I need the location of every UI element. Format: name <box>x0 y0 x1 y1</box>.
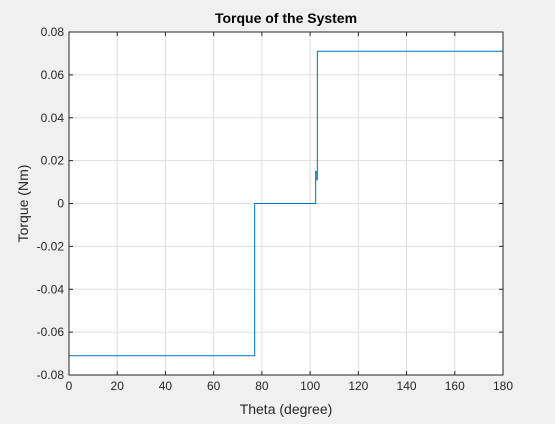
x-tick-label: 120 <box>348 379 368 393</box>
y-tick-label: -0.04 <box>37 282 65 296</box>
x-tick-label: 180 <box>493 379 513 393</box>
x-axis-label: Theta (degree) <box>240 401 333 417</box>
y-tick-label: 0 <box>57 197 64 211</box>
y-tick-label: 0.08 <box>41 25 65 39</box>
x-tick-label: 20 <box>111 379 125 393</box>
x-tick-label: 160 <box>445 379 465 393</box>
x-tick-label: 60 <box>207 379 221 393</box>
y-tick-label: 0.04 <box>41 111 65 125</box>
chart-title: Torque of the System <box>215 10 357 26</box>
x-tick-label: 0 <box>66 379 73 393</box>
x-tick-label: 40 <box>159 379 173 393</box>
y-tick-label: -0.06 <box>37 325 65 339</box>
x-tick-label: 140 <box>397 379 417 393</box>
y-tick-label: 0.06 <box>41 68 65 82</box>
axis-ticks: 0 20 40 60 80 100 120 140 160 180 -0.08 -0.06 -0.04 -… <box>37 25 514 393</box>
y-tick-label: 0.02 <box>41 154 65 168</box>
y-tick-label: -0.08 <box>37 368 65 382</box>
y-axis-label: Torque (Nm) <box>15 165 31 243</box>
x-tick-label: 100 <box>300 379 320 393</box>
x-tick-label: 80 <box>255 379 269 393</box>
torque-line <box>69 50 503 357</box>
y-tick-label: -0.02 <box>37 239 65 253</box>
